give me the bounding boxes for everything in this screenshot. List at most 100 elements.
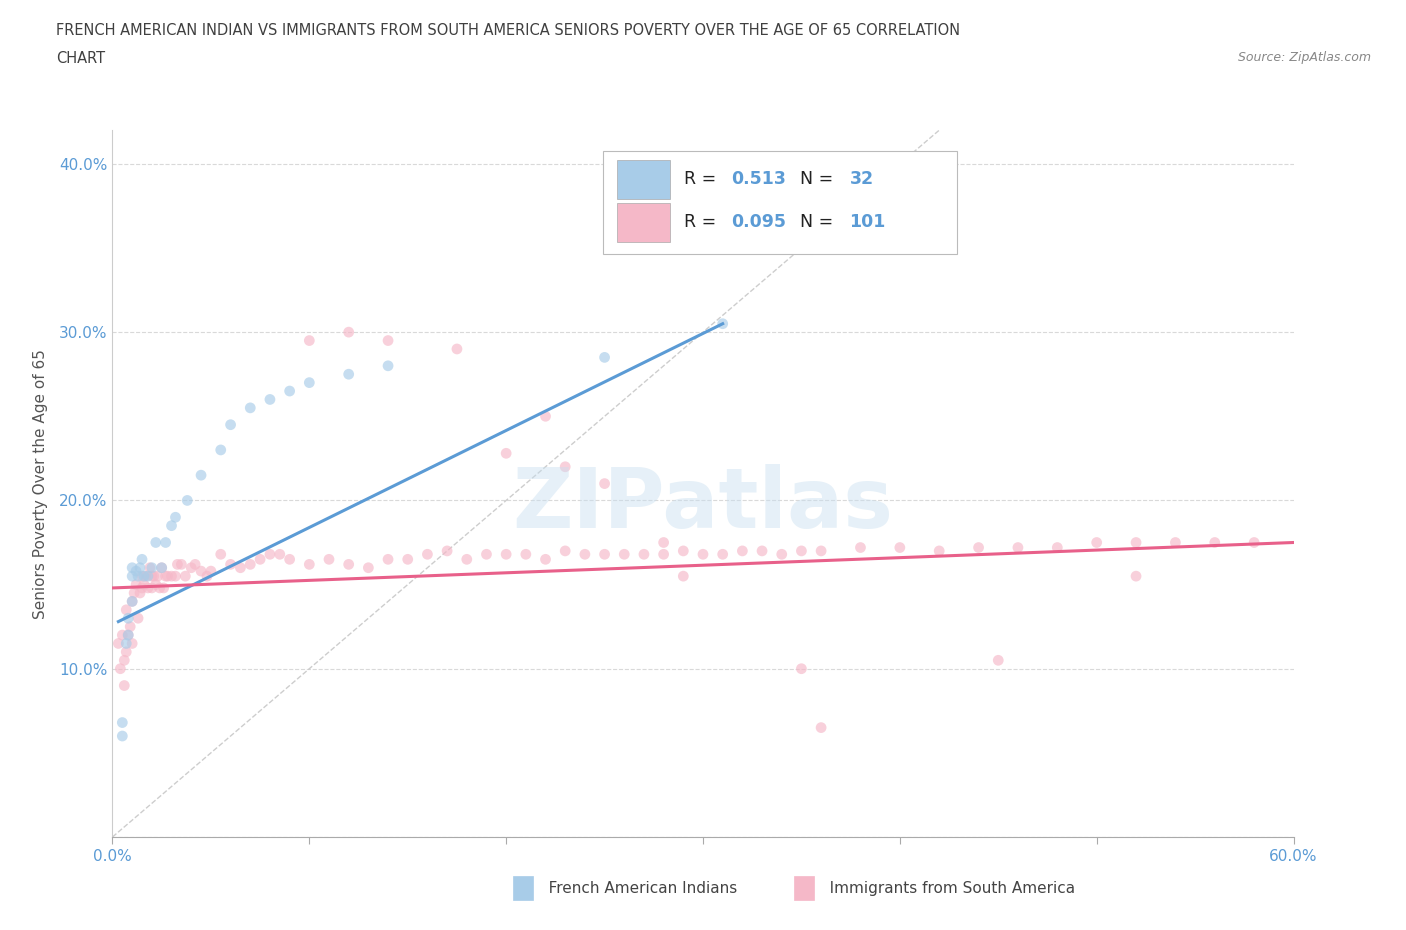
Point bbox=[219, 557, 242, 572]
Point bbox=[534, 551, 557, 566]
Point bbox=[127, 611, 149, 626]
Text: 101: 101 bbox=[849, 214, 886, 232]
Point bbox=[165, 569, 187, 584]
Point bbox=[377, 333, 399, 348]
Point bbox=[141, 560, 163, 575]
Point bbox=[136, 569, 159, 584]
Point bbox=[190, 564, 212, 578]
Point bbox=[278, 383, 301, 398]
Point bbox=[810, 543, 832, 558]
Point bbox=[131, 551, 153, 566]
Text: Immigrants from South America: Immigrants from South America bbox=[815, 881, 1076, 896]
Point bbox=[136, 580, 159, 595]
Point bbox=[107, 636, 129, 651]
Point bbox=[711, 316, 734, 331]
Point bbox=[195, 569, 218, 584]
Text: FRENCH AMERICAN INDIAN VS IMMIGRANTS FROM SOUTH AMERICA SENIORS POVERTY OVER THE: FRENCH AMERICAN INDIAN VS IMMIGRANTS FRO… bbox=[56, 23, 960, 38]
Point bbox=[593, 476, 616, 491]
Point bbox=[672, 569, 695, 584]
Point bbox=[593, 547, 616, 562]
Point bbox=[117, 611, 139, 626]
Point bbox=[129, 586, 152, 601]
Point bbox=[377, 358, 399, 373]
Point bbox=[127, 569, 149, 584]
Point bbox=[141, 580, 163, 595]
Point bbox=[165, 510, 187, 525]
Point bbox=[145, 578, 167, 592]
Point bbox=[731, 543, 754, 558]
Point bbox=[125, 564, 148, 578]
Point bbox=[239, 557, 262, 572]
Point bbox=[475, 547, 498, 562]
Point bbox=[456, 551, 478, 566]
Point bbox=[149, 580, 172, 595]
Point bbox=[146, 569, 169, 584]
Point bbox=[652, 535, 675, 550]
Point bbox=[928, 543, 950, 558]
Point bbox=[1204, 535, 1226, 550]
Point bbox=[121, 569, 143, 584]
Point bbox=[889, 540, 911, 555]
Point bbox=[160, 569, 183, 584]
Point bbox=[121, 636, 143, 651]
Point bbox=[337, 557, 360, 572]
Point bbox=[1243, 535, 1265, 550]
Point bbox=[115, 636, 138, 651]
FancyBboxPatch shape bbox=[603, 152, 957, 254]
Point bbox=[337, 325, 360, 339]
Point bbox=[446, 341, 468, 356]
Point bbox=[337, 366, 360, 381]
Text: 0.095: 0.095 bbox=[731, 214, 786, 232]
Point bbox=[790, 543, 813, 558]
Point bbox=[180, 560, 202, 575]
Point bbox=[125, 578, 148, 592]
Point bbox=[229, 560, 252, 575]
Point bbox=[593, 350, 616, 365]
Text: Source: ZipAtlas.com: Source: ZipAtlas.com bbox=[1237, 51, 1371, 64]
Point bbox=[278, 551, 301, 566]
Point bbox=[672, 543, 695, 558]
Point bbox=[111, 728, 134, 743]
Point bbox=[692, 547, 714, 562]
Point bbox=[1046, 540, 1069, 555]
Point bbox=[111, 715, 134, 730]
Point bbox=[652, 547, 675, 562]
Point bbox=[121, 594, 143, 609]
Point bbox=[131, 580, 153, 595]
Point bbox=[132, 569, 155, 584]
Point bbox=[249, 551, 271, 566]
Point bbox=[121, 594, 143, 609]
Point bbox=[141, 569, 163, 584]
Point bbox=[150, 560, 173, 575]
Point bbox=[1125, 535, 1147, 550]
Point bbox=[495, 445, 517, 460]
Point bbox=[1085, 535, 1108, 550]
Point bbox=[239, 401, 262, 416]
Point bbox=[176, 493, 198, 508]
Point bbox=[156, 569, 179, 584]
Point bbox=[711, 547, 734, 562]
Point bbox=[770, 547, 793, 562]
Text: R =: R = bbox=[685, 170, 721, 188]
Point bbox=[554, 543, 576, 558]
Point bbox=[396, 551, 419, 566]
Point bbox=[613, 547, 636, 562]
Point bbox=[269, 547, 291, 562]
Text: ZIPatlas: ZIPatlas bbox=[513, 464, 893, 545]
Point bbox=[298, 333, 321, 348]
Point bbox=[574, 547, 596, 562]
Point bbox=[377, 551, 399, 566]
Point bbox=[751, 543, 773, 558]
Point bbox=[209, 443, 232, 458]
Point bbox=[131, 569, 153, 584]
Point bbox=[1164, 535, 1187, 550]
Point bbox=[122, 586, 145, 601]
Point bbox=[174, 569, 197, 584]
Point bbox=[160, 518, 183, 533]
Point bbox=[115, 644, 138, 659]
Point bbox=[112, 653, 135, 668]
Point bbox=[259, 392, 281, 407]
Point bbox=[219, 418, 242, 432]
Point bbox=[155, 569, 177, 584]
Text: French American Indians: French American Indians bbox=[534, 881, 738, 896]
